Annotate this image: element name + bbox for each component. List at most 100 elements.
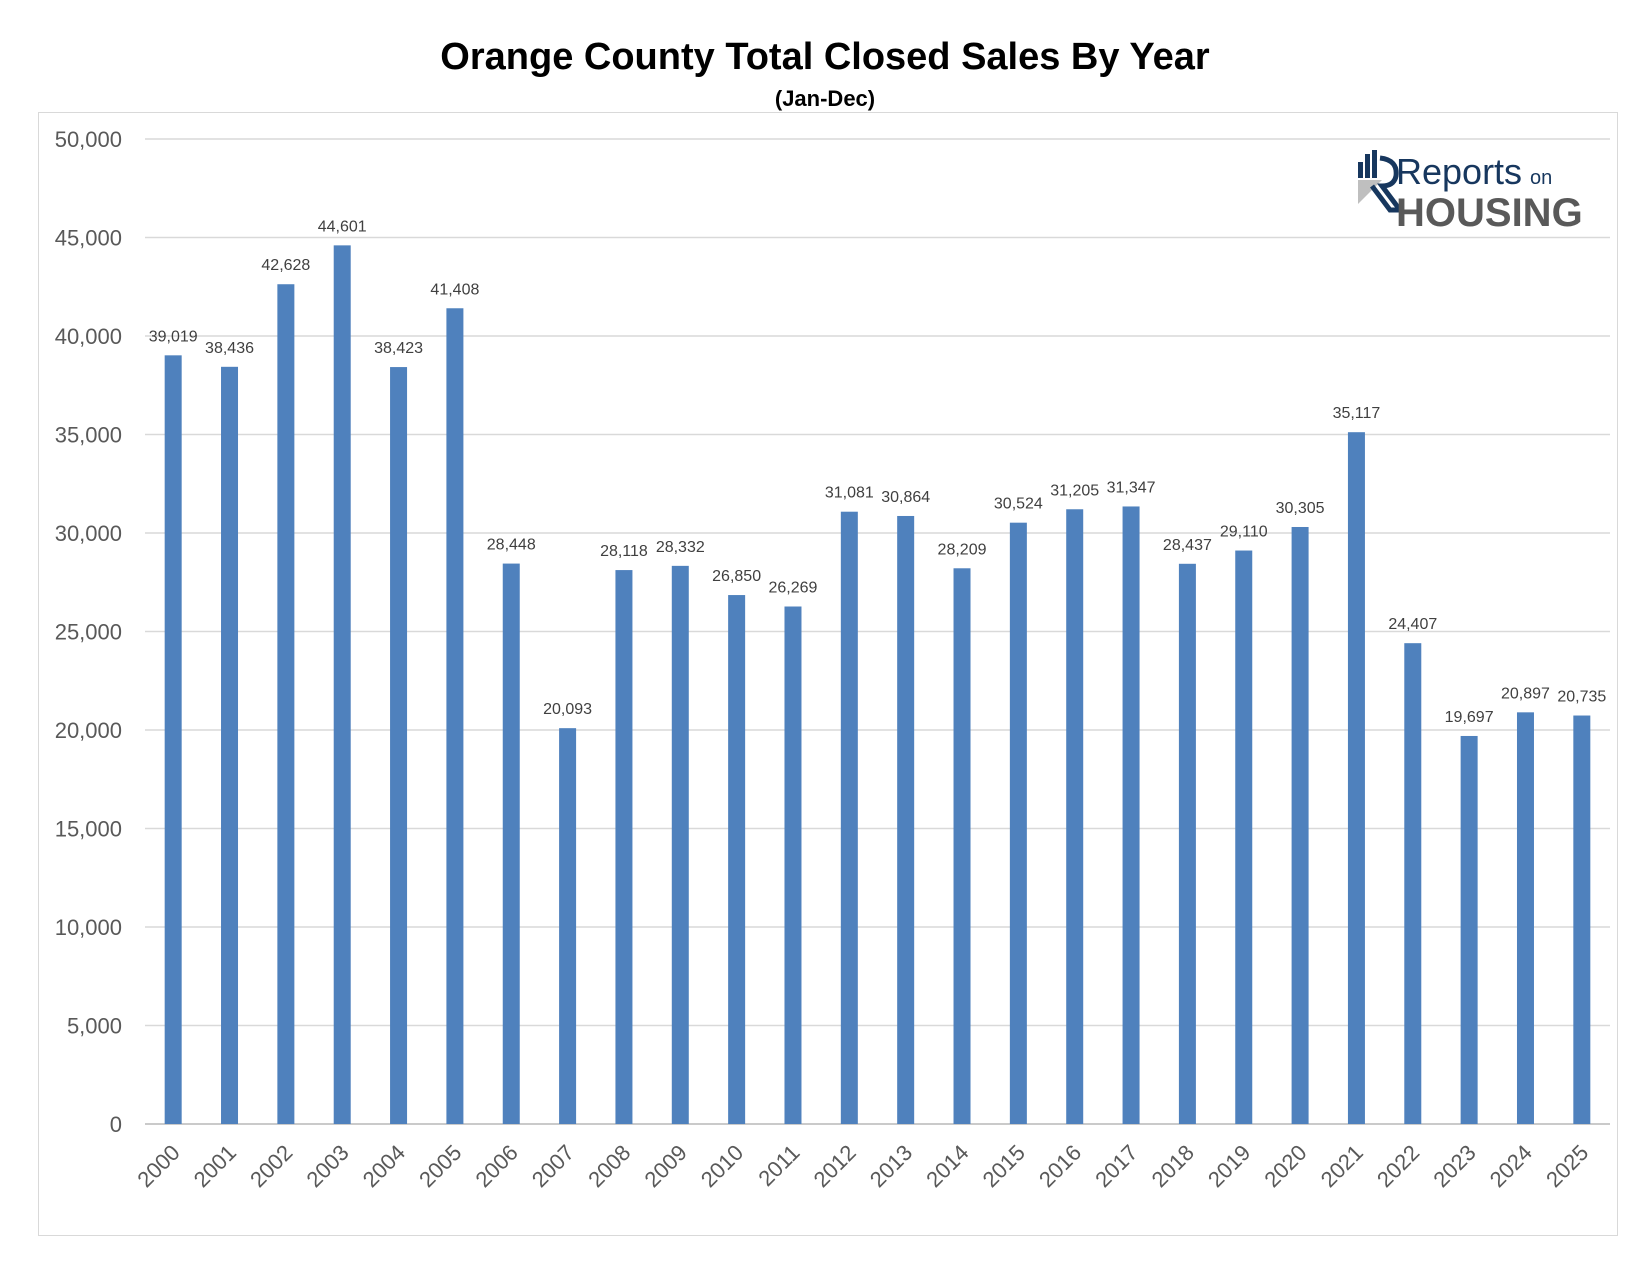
bar bbox=[840, 511, 858, 1124]
x-tick-label: 2008 bbox=[583, 1140, 635, 1192]
bar bbox=[1516, 712, 1534, 1124]
data-label: 42,628 bbox=[261, 257, 310, 274]
data-label: 28,209 bbox=[938, 541, 987, 558]
x-axis-tick-labels: 2000 2001 2002 2003 2004 2005 2006 2007 2008 2009… bbox=[132, 1140, 1593, 1192]
x-tick-label: 2024 bbox=[1485, 1140, 1537, 1192]
x-tick-label: 2007 bbox=[527, 1140, 579, 1192]
y-tick-label: 35,000 bbox=[55, 423, 122, 448]
logo-reports-text: Reports bbox=[1396, 151, 1522, 192]
logo-housing-text: HOUSING bbox=[1396, 191, 1583, 232]
bar bbox=[1291, 526, 1309, 1124]
y-axis-tick-labels: 0 5,000 10,000 15,000 20,000 25,000 30,000 35,0… bbox=[55, 127, 122, 1137]
data-label: 28,448 bbox=[487, 537, 536, 554]
y-tick-label: 25,000 bbox=[55, 620, 122, 645]
data-label: 20,735 bbox=[1557, 689, 1606, 706]
data-label: 31,081 bbox=[825, 485, 874, 502]
x-tick-label: 2002 bbox=[245, 1140, 297, 1192]
x-tick-label: 2012 bbox=[809, 1140, 861, 1192]
x-tick-label: 2018 bbox=[1147, 1140, 1199, 1192]
x-tick-label: 2004 bbox=[358, 1140, 410, 1192]
y-tick-label: 0 bbox=[110, 1112, 122, 1137]
bar bbox=[784, 606, 802, 1124]
y-tick-label: 20,000 bbox=[55, 718, 122, 743]
bar bbox=[671, 565, 689, 1124]
data-label: 28,332 bbox=[656, 539, 705, 556]
x-tick-label: 2003 bbox=[301, 1140, 353, 1192]
logo-on-text: on bbox=[1530, 167, 1552, 189]
bar bbox=[1347, 432, 1365, 1125]
data-label: 30,524 bbox=[994, 496, 1043, 513]
x-tick-label: 2009 bbox=[640, 1140, 692, 1192]
reports-on-housing-logo: Reports on HOUSING bbox=[1358, 150, 1583, 232]
bar bbox=[1122, 506, 1140, 1124]
x-tick-label: 2013 bbox=[865, 1140, 917, 1192]
y-tick-label: 10,000 bbox=[55, 915, 122, 940]
logo-house-shape bbox=[1358, 180, 1382, 204]
bar bbox=[164, 355, 182, 1125]
y-tick-label: 45,000 bbox=[55, 226, 122, 251]
x-tick-label: 2025 bbox=[1541, 1140, 1593, 1192]
bar bbox=[390, 367, 408, 1124]
x-tick-label: 2017 bbox=[1090, 1140, 1142, 1192]
data-label: 29,110 bbox=[1220, 524, 1268, 541]
bar bbox=[1178, 563, 1196, 1124]
data-label: 24,407 bbox=[1388, 616, 1437, 633]
x-tick-label: 2005 bbox=[414, 1140, 466, 1192]
bar bbox=[221, 366, 239, 1124]
data-labels: 39,019 38,436 42,628 44,601 38,423 41,408 28,4… bbox=[149, 218, 1607, 726]
bar bbox=[446, 308, 464, 1124]
logo-bar-icon bbox=[1365, 154, 1370, 178]
chart-title: Orange County Total Closed Sales By Year bbox=[440, 36, 1210, 78]
bar bbox=[333, 245, 351, 1125]
x-tick-label: 2016 bbox=[1034, 1140, 1086, 1192]
data-label: 30,305 bbox=[1276, 500, 1325, 517]
y-tick-label: 40,000 bbox=[55, 324, 122, 349]
data-label: 38,423 bbox=[374, 340, 423, 357]
x-tick-label: 2001 bbox=[189, 1140, 241, 1192]
data-label: 31,347 bbox=[1107, 479, 1156, 496]
y-tick-label: 50,000 bbox=[55, 127, 122, 152]
bar bbox=[559, 728, 577, 1124]
x-tick-label: 2011 bbox=[753, 1140, 804, 1191]
bar bbox=[502, 563, 520, 1124]
y-tick-label: 30,000 bbox=[55, 521, 122, 546]
bar bbox=[728, 595, 746, 1124]
x-tick-label: 2019 bbox=[1203, 1140, 1255, 1192]
data-label: 38,436 bbox=[205, 340, 254, 357]
bar bbox=[277, 284, 295, 1124]
data-label: 44,601 bbox=[318, 218, 367, 235]
data-label: 28,118 bbox=[600, 543, 648, 560]
x-tick-label: 2014 bbox=[921, 1140, 973, 1192]
y-tick-label: 15,000 bbox=[55, 817, 122, 842]
data-label: 39,019 bbox=[149, 328, 198, 345]
logo-r-mark bbox=[1370, 155, 1405, 213]
data-label: 31,205 bbox=[1050, 482, 1099, 499]
data-label: 20,093 bbox=[543, 701, 592, 718]
y-tick-label: 5,000 bbox=[67, 1014, 122, 1039]
x-tick-label: 2023 bbox=[1428, 1140, 1480, 1192]
logo-bar-icon bbox=[1358, 162, 1363, 178]
gridlines bbox=[145, 138, 1610, 1125]
bar bbox=[1460, 735, 1478, 1124]
chart-frame bbox=[38, 112, 1618, 1236]
logo-bar-icon bbox=[1372, 150, 1377, 178]
chart-subtitle: (Jan-Dec) bbox=[774, 86, 876, 111]
bar bbox=[1066, 509, 1084, 1125]
data-label: 26,269 bbox=[769, 580, 818, 597]
data-label: 28,437 bbox=[1163, 537, 1212, 554]
data-label: 20,897 bbox=[1501, 685, 1550, 702]
bars bbox=[164, 245, 1591, 1125]
data-label: 41,408 bbox=[430, 281, 479, 298]
x-tick-label: 2021 bbox=[1316, 1140, 1368, 1192]
x-tick-label: 2020 bbox=[1259, 1140, 1311, 1192]
x-tick-label: 2006 bbox=[470, 1140, 522, 1192]
x-tick-label: 2015 bbox=[978, 1140, 1030, 1192]
data-label: 35,117 bbox=[1333, 405, 1381, 422]
bar bbox=[615, 570, 633, 1124]
data-label: 26,850 bbox=[712, 568, 761, 585]
bar bbox=[1235, 550, 1253, 1124]
x-tick-label: 2010 bbox=[696, 1140, 748, 1192]
bar bbox=[897, 515, 915, 1124]
bar bbox=[1404, 643, 1422, 1124]
